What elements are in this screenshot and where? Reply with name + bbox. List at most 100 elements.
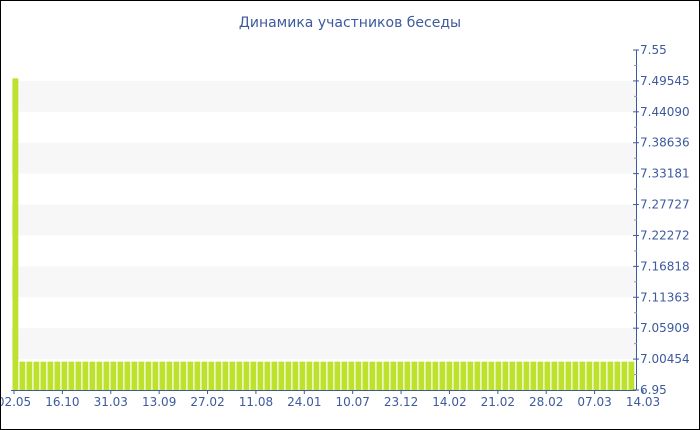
bar <box>369 361 376 390</box>
x-tick-label: 31.03 <box>94 395 128 409</box>
bar <box>54 361 61 390</box>
y-tick-label: 7.22272 <box>640 228 690 242</box>
x-tick-label: 11.08 <box>239 395 273 409</box>
bar <box>61 361 68 390</box>
bar <box>131 361 138 390</box>
bar <box>229 361 236 390</box>
bar <box>222 361 229 390</box>
bar <box>495 361 502 390</box>
x-tick-label: 28.02 <box>529 395 563 409</box>
bar <box>600 361 607 390</box>
y-tick-label: 7.33181 <box>640 167 690 181</box>
bar <box>250 361 257 390</box>
x-tick-label: 16.10 <box>45 395 79 409</box>
bar <box>530 361 537 390</box>
bar <box>481 361 488 390</box>
bar <box>117 361 124 390</box>
bar <box>565 361 572 390</box>
y-tick-label: 7.49545 <box>640 74 690 88</box>
bar <box>166 361 173 390</box>
bar <box>75 361 82 390</box>
bar <box>68 361 75 390</box>
x-tick-label: 21.02 <box>481 395 515 409</box>
bar <box>138 361 145 390</box>
bar <box>621 361 628 390</box>
bar <box>614 361 621 390</box>
y-tick-label: 7.38636 <box>640 136 690 150</box>
bar <box>607 361 614 390</box>
bar <box>313 361 320 390</box>
y-tick-label: 7.55 <box>640 43 667 57</box>
y-tick-label: 6.95 <box>640 383 667 397</box>
bar <box>593 361 600 390</box>
bar <box>334 361 341 390</box>
bar <box>474 361 481 390</box>
bar <box>215 361 222 390</box>
bar <box>299 361 306 390</box>
bar <box>362 361 369 390</box>
bar <box>19 361 26 390</box>
bar <box>509 361 516 390</box>
bar <box>257 361 264 390</box>
bar <box>180 361 187 390</box>
bar <box>558 361 565 390</box>
bar <box>488 361 495 390</box>
bar <box>341 361 348 390</box>
bar <box>292 361 299 390</box>
bar <box>236 361 243 390</box>
y-tick-label: 7.00454 <box>640 352 690 366</box>
bar <box>264 361 271 390</box>
grid-band <box>11 80 636 112</box>
bar <box>26 361 33 390</box>
y-tick-label: 7.11363 <box>640 290 690 304</box>
bar <box>383 361 390 390</box>
x-tick-label: 14.03 <box>626 395 660 409</box>
x-tick-label: 14.02 <box>432 395 466 409</box>
bar <box>404 361 411 390</box>
bar <box>586 361 593 390</box>
bar <box>47 361 54 390</box>
bar <box>446 361 453 390</box>
x-tick-label: 27.02 <box>190 395 224 409</box>
bar <box>579 361 586 390</box>
bar <box>397 361 404 390</box>
bar <box>243 361 250 390</box>
x-tick-label: 24.01 <box>287 395 321 409</box>
x-tick-label: 23.12 <box>384 395 418 409</box>
bar <box>453 361 460 390</box>
bar <box>201 361 208 390</box>
bar <box>467 361 474 390</box>
grid-band <box>11 204 636 236</box>
bar <box>460 361 467 390</box>
grid-band <box>11 142 636 174</box>
bar <box>572 361 579 390</box>
bar <box>376 361 383 390</box>
bar <box>390 361 397 390</box>
x-tick-label: 13.09 <box>142 395 176 409</box>
bar <box>12 78 19 390</box>
bar <box>173 361 180 390</box>
bar <box>439 361 446 390</box>
bar <box>544 361 551 390</box>
bar <box>89 361 96 390</box>
bar <box>551 361 558 390</box>
bar <box>348 361 355 390</box>
bar <box>355 361 362 390</box>
bar <box>96 361 103 390</box>
bar <box>425 361 432 390</box>
bar <box>159 361 166 390</box>
bar <box>523 361 530 390</box>
bar <box>418 361 425 390</box>
bar <box>208 361 215 390</box>
bar <box>327 361 334 390</box>
bar <box>278 361 285 390</box>
bar <box>271 361 278 390</box>
y-tick-label: 7.44090 <box>640 105 690 119</box>
bar <box>110 361 117 390</box>
bar <box>306 361 313 390</box>
bar <box>516 361 523 390</box>
bar <box>432 361 439 390</box>
y-tick-label: 7.27727 <box>640 198 690 212</box>
